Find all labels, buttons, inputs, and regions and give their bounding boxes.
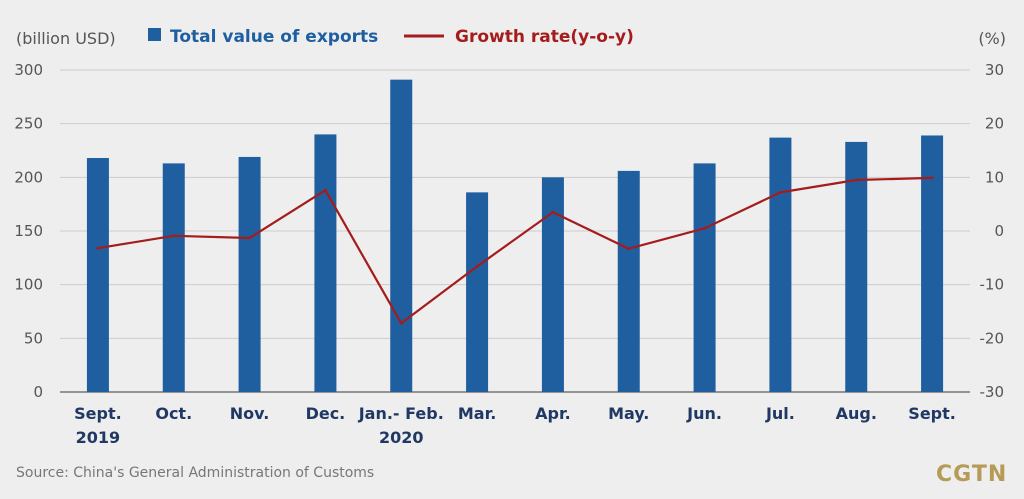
category-labels: Sept. 2019 Oct. Nov. Dec. Jan.- Feb. 2020 Mar. A… xyxy=(74,404,956,447)
category-label: Sept. xyxy=(74,404,122,423)
left-tick-label: 250 xyxy=(14,115,43,133)
line-point xyxy=(703,226,707,230)
line-point xyxy=(172,234,176,238)
bar xyxy=(466,192,489,392)
left-tick-label: 150 xyxy=(14,222,43,240)
right-tick-label: 0 xyxy=(994,222,1004,240)
bar xyxy=(390,79,413,392)
right-tick-label: -30 xyxy=(980,383,1005,401)
right-tick-label: 20 xyxy=(985,115,1004,133)
category-label: Oct. xyxy=(155,404,192,423)
line-point xyxy=(930,176,934,180)
left-tick-label: 300 xyxy=(14,61,43,79)
right-tick-label: -10 xyxy=(980,276,1005,294)
bar xyxy=(541,177,564,392)
line-point xyxy=(551,210,555,214)
line-series xyxy=(96,176,934,325)
legend-line-label: Growth rate(y-o-y) xyxy=(455,27,634,47)
line-point xyxy=(399,321,403,325)
right-axis-unit: (%) xyxy=(978,29,1006,48)
gridlines xyxy=(60,69,970,393)
category-label: Jan.- Feb. xyxy=(358,404,444,423)
bar xyxy=(162,163,185,392)
category-label: Mar. xyxy=(458,404,496,423)
legend-bar-swatch xyxy=(148,28,161,41)
category-label: May. xyxy=(608,404,649,423)
left-tick-label: 200 xyxy=(14,168,43,186)
bar xyxy=(86,158,109,392)
line-point xyxy=(627,247,631,251)
right-tick-label: 10 xyxy=(985,168,1004,186)
bar xyxy=(238,156,261,392)
category-label: Aug. xyxy=(836,404,877,423)
bar xyxy=(769,137,792,392)
bar-series xyxy=(86,79,944,392)
right-axis-ticks: -30 -20 -10 0 10 20 30 xyxy=(980,61,1005,401)
left-tick-label: 50 xyxy=(24,329,43,347)
bar xyxy=(845,141,868,392)
line-point xyxy=(248,236,252,240)
category-label: 2019 xyxy=(76,428,121,447)
category-label: Jul. xyxy=(765,404,795,423)
bar xyxy=(693,163,716,392)
bar xyxy=(314,134,337,392)
left-tick-label: 0 xyxy=(33,383,43,401)
line-point xyxy=(475,264,479,268)
source-note: Source: China's General Administration o… xyxy=(16,465,375,481)
right-tick-label: -20 xyxy=(980,329,1005,347)
left-tick-label: 100 xyxy=(14,276,43,294)
category-label: Sept. xyxy=(908,404,956,423)
line-point xyxy=(854,178,858,182)
category-label: Dec. xyxy=(306,404,346,423)
bar xyxy=(617,170,640,392)
legend-bar-label: Total value of exports xyxy=(170,27,378,47)
category-label: 2020 xyxy=(379,428,424,447)
cgtn-logo: CGTN xyxy=(936,462,1008,487)
right-tick-label: 30 xyxy=(985,61,1004,79)
left-axis-unit: (billion USD) xyxy=(16,29,116,48)
category-label: Jun. xyxy=(686,404,722,423)
line-point xyxy=(323,188,327,192)
line-point xyxy=(778,190,782,194)
category-label: Nov. xyxy=(230,404,270,423)
line-point xyxy=(96,246,100,250)
left-axis-ticks: 0 50 100 150 200 250 300 xyxy=(14,61,43,401)
bar xyxy=(921,135,944,392)
growth-rate-line xyxy=(97,176,933,325)
category-label: Apr. xyxy=(535,404,571,423)
